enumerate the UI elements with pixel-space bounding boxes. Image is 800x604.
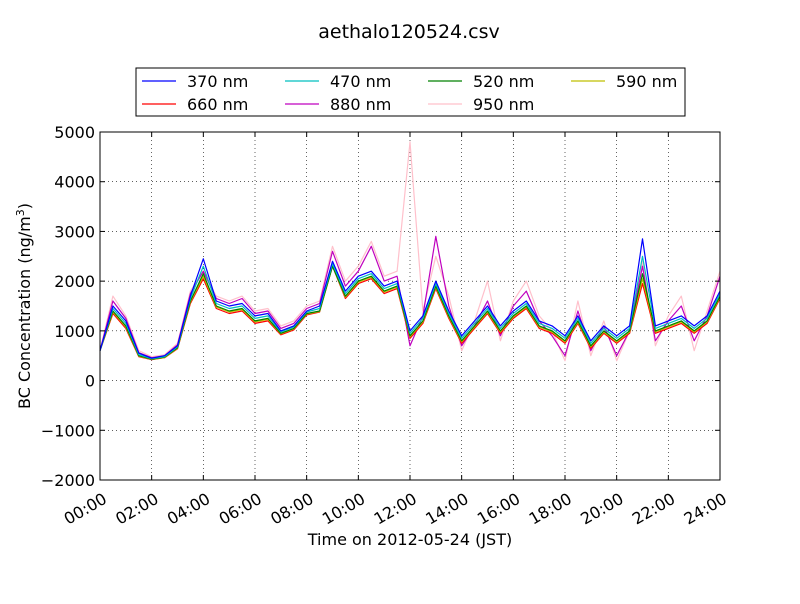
y-tick-label: 3000 — [54, 222, 95, 241]
y-tick-label: 2000 — [54, 272, 95, 291]
legend-label: 470 nm — [330, 72, 391, 91]
legend: 370 nm 470 nm 520 nm 590 nm 660 nm 880 nm 950 … — [135, 67, 686, 117]
x-axis-label: Time on 2012-05-24 (JST) — [307, 530, 512, 549]
x-tick-labels: 00:00 02:00 04:00 06:00 08:00 10:00 12:00 14:00… — [61, 489, 730, 529]
series-line-590-nm — [99, 265, 721, 360]
series-line-660-nm — [99, 265, 721, 361]
series-layer — [99, 141, 721, 362]
y-axis-label-end: ) — [15, 203, 34, 209]
x-tick-label: 02:00 — [112, 489, 161, 529]
y-tick-label: −1000 — [41, 421, 95, 440]
legend-label: 370 nm — [187, 72, 248, 91]
x-tick-label: 04:00 — [164, 489, 213, 529]
legend-label: 520 nm — [473, 72, 534, 91]
chart-title: aethalo120524.csv — [318, 21, 500, 43]
x-tick-label: 14:00 — [422, 489, 471, 529]
x-tick-label: 20:00 — [577, 489, 626, 529]
legend-label: 950 nm — [473, 95, 534, 114]
y-tick-label: 1000 — [54, 322, 95, 341]
x-tick-label: 10:00 — [319, 489, 368, 529]
legend-label: 660 nm — [187, 95, 248, 114]
x-tick-label: 12:00 — [371, 489, 420, 529]
ticks — [99, 131, 721, 481]
x-tick-label: 06:00 — [216, 489, 265, 529]
grid — [99, 131, 721, 481]
series-line-880-nm — [99, 235, 721, 359]
series-line-520-nm — [99, 265, 721, 360]
series-line-370-nm — [99, 238, 721, 359]
x-tick-label: 00:00 — [61, 489, 110, 529]
x-tick-label: 24:00 — [681, 489, 730, 529]
y-tick-label: −2000 — [41, 471, 95, 490]
series-line-470-nm — [99, 255, 721, 360]
x-tick-label: 08:00 — [267, 489, 316, 529]
y-tick-label: 5000 — [54, 123, 95, 142]
legend-label: 590 nm — [616, 72, 677, 91]
y-axis-label-main: BC Concentration (ng/m — [15, 216, 34, 409]
y-axis-label-sup: 3 — [14, 209, 27, 216]
x-tick-label: 22:00 — [629, 489, 678, 529]
y-tick-labels: −2000 −1000 0 1000 2000 3000 4000 5000 — [41, 123, 95, 490]
y-tick-label: 4000 — [54, 173, 95, 192]
x-tick-label: 18:00 — [526, 489, 575, 529]
y-tick-label: 0 — [85, 372, 95, 391]
legend-frame — [135, 67, 686, 117]
legend-label: 880 nm — [330, 95, 391, 114]
y-axis-label: BC Concentration (ng/m3) — [14, 203, 34, 409]
x-tick-label: 16:00 — [474, 489, 523, 529]
